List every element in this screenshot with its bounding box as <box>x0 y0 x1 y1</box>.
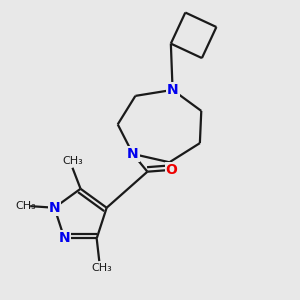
Text: CH₃: CH₃ <box>15 201 36 211</box>
Text: N: N <box>127 147 139 161</box>
Text: CH₃: CH₃ <box>92 263 112 273</box>
Text: N: N <box>167 83 178 97</box>
Text: O: O <box>166 163 178 177</box>
Text: N: N <box>58 231 70 245</box>
Text: N: N <box>49 201 60 215</box>
Text: CH₃: CH₃ <box>62 156 83 166</box>
